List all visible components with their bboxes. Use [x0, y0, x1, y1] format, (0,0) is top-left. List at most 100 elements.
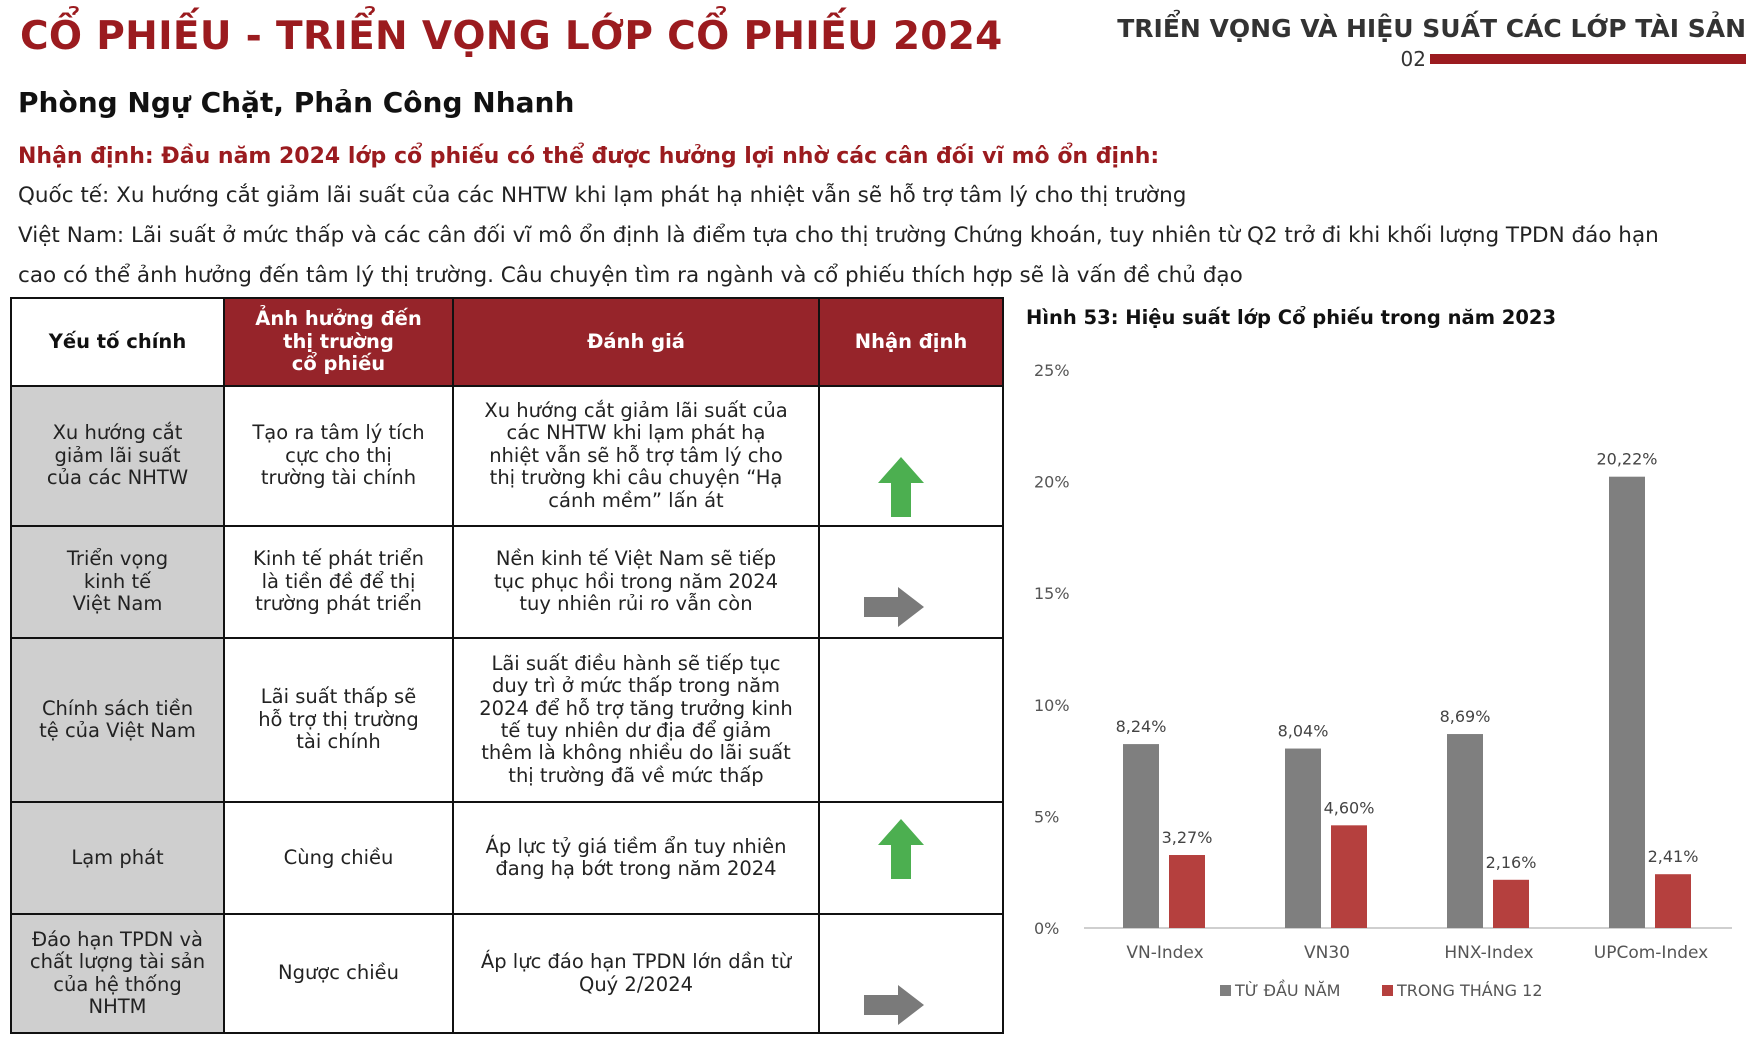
bar-ytd: [1447, 734, 1483, 928]
x-tick-label: UPCom-Index: [1594, 943, 1708, 963]
paragraph-vietnam-line-2: cao có thể ảnh hưởng đến tâm lý thị trườ…: [18, 263, 1243, 288]
factor-table: Yếu tố chính Ảnh hưởng đến thị trường cổ…: [10, 297, 1004, 1034]
section-header: TRIỂN VỌNG VÀ HIỆU SUẤT CÁC LỚP TÀI SẢN …: [1117, 14, 1746, 71]
cell-line: Áp lực tỷ giá tiềm ẩn tuy nhiên: [485, 834, 787, 858]
header-line: thị trường: [283, 329, 394, 353]
bar-ytd: [1609, 476, 1645, 928]
cell-line: tế tuy nhiên dư địa để giảm: [500, 719, 772, 742]
cell-line: thị trường đã về mức thấp: [508, 763, 764, 787]
right-arrow-icon: [864, 985, 924, 1025]
cell-line: Tạo ra tâm lý tích: [252, 421, 425, 445]
cell-line: Chính sách tiền: [41, 696, 194, 720]
cell-line: kinh tế: [83, 569, 152, 593]
impact-cell: Kinh tế phát triển là tiền đề để thị trườn…: [223, 525, 454, 639]
view-cell: [818, 913, 1004, 1034]
data-label: 20,22%: [1596, 450, 1657, 469]
cell-line: hỗ trợ thị trường: [258, 707, 419, 731]
section-accent-bar: [1430, 54, 1746, 64]
cell-line: cánh mềm” lấn át: [548, 488, 724, 512]
cell-line: Cùng chiều: [283, 845, 394, 869]
bar-december: [1331, 825, 1367, 928]
up-arrow-icon: [878, 819, 924, 879]
cell-line: 2024 để hỗ trợ tăng trưởng kinh: [479, 696, 793, 720]
y-tick-label: 20%: [1034, 473, 1070, 492]
data-label: 2,41%: [1648, 847, 1699, 866]
paragraph-international: Quốc tế: Xu hướng cắt giảm lãi suất của …: [18, 183, 1187, 208]
legend-label: TRONG THÁNG 12: [1396, 981, 1543, 1000]
evaluation-cell: Xu hướng cắt giảm lãi suất của các NHTW k…: [452, 385, 820, 527]
impact-cell: Lãi suất thấp sẽ hỗ trợ thị trường tài chí…: [223, 637, 454, 803]
x-tick-label: HNX-Index: [1444, 943, 1533, 963]
cell-line: cực cho thị: [285, 443, 392, 467]
assessment-heading: Nhận định: Đầu năm 2024 lớp cổ phiếu có …: [18, 144, 1160, 169]
right-arrow-icon: [864, 587, 924, 627]
bar-ytd: [1123, 744, 1159, 928]
view-cell: [818, 525, 1004, 639]
data-label: 8,24%: [1116, 717, 1167, 736]
cell-line: Áp lực đáo hạn TPDN lớn dần từ: [480, 950, 792, 974]
data-label: 8,04%: [1278, 722, 1329, 741]
legend-swatch: [1382, 985, 1393, 996]
cell-line: của các NHTW: [46, 466, 189, 490]
cell-line: đang hạ bớt trong năm 2024: [495, 857, 777, 880]
cell-line: Lãi suất điều hành sẽ tiếp tục: [491, 651, 781, 675]
cell-line: Lạm phát: [71, 845, 164, 869]
cell-line: tài chính: [296, 730, 381, 754]
factor-cell: Xu hướng cắt giảm lãi suất của các NHTW: [10, 385, 225, 527]
column-header-impact: Ảnh hưởng đến thị trường cổ phiếu: [223, 297, 454, 387]
cell-line: giảm lãi suất: [54, 443, 181, 467]
evaluation-cell: Lãi suất điều hành sẽ tiếp tục duy trì ở …: [452, 637, 820, 803]
evaluation-cell: Áp lực tỷ giá tiềm ẩn tuy nhiên đang hạ b…: [452, 801, 820, 915]
cell-line: Ngược chiều: [277, 961, 400, 985]
cell-line: của hệ thống: [53, 972, 182, 996]
page-subtitle: Phòng Ngự Chặt, Phản Công Nhanh: [18, 86, 575, 119]
paragraph-vietnam-line-1: Việt Nam: Lãi suất ở mức thấp và các cân…: [18, 223, 1659, 248]
legend-swatch: [1220, 985, 1231, 996]
factor-cell: Đáo hạn TPDN và chất lượng tài sản của hệ …: [10, 913, 225, 1034]
cell-line: NHTM: [88, 994, 147, 1018]
view-cell: [818, 385, 1004, 527]
cell-line: thêm là không nhiều do lãi suất: [481, 741, 791, 765]
performance-bar-chart: 0% 5% 10% 15% 20% 25% 8,24% 3,27% VN-Index 8,04% 4…: [1034, 361, 1732, 1000]
data-label: 3,27%: [1162, 828, 1213, 847]
table-row: Đáo hạn TPDN và chất lượng tài sản của hệ …: [10, 913, 1004, 1034]
cell-line: trường tài chính: [260, 466, 417, 490]
y-tick-label: 5%: [1034, 807, 1059, 826]
factor-cell: Chính sách tiền tệ của Việt Nam: [10, 637, 225, 803]
column-header-evaluation: Đánh giá: [452, 297, 820, 387]
table-row: Chính sách tiền tệ của Việt Nam Lãi suất t…: [10, 637, 1004, 803]
table-header-row: Yếu tố chính Ảnh hưởng đến thị trường cổ…: [10, 297, 1004, 387]
cell-line: Kinh tế phát triển: [253, 547, 424, 571]
y-tick-label: 10%: [1034, 696, 1070, 715]
header-line: Ảnh hưởng đến: [255, 307, 422, 331]
y-tick-label: 0%: [1034, 919, 1059, 938]
cell-line: tệ của Việt Nam: [39, 719, 196, 742]
data-label: 2,16%: [1486, 853, 1537, 872]
x-tick-label: VN-Index: [1126, 943, 1203, 963]
chart-title: Hình 53: Hiệu suất lớp Cổ phiếu trong nă…: [1026, 306, 1557, 329]
cell-line: Đáo hạn TPDN và: [31, 927, 203, 951]
cell-line: các NHTW khi lạm phát hạ: [506, 421, 766, 445]
y-tick-label: 25%: [1034, 361, 1070, 380]
section-title: TRIỂN VỌNG VÀ HIỆU SUẤT CÁC LỚP TÀI SẢN: [1117, 14, 1746, 43]
cell-line: tuy nhiên rủi ro vẫn còn: [519, 592, 753, 616]
data-label: 4,60%: [1324, 798, 1375, 817]
cell-line: Lãi suất thấp sẽ: [260, 685, 417, 709]
section-number: 02: [1400, 47, 1426, 71]
factor-cell: Triển vọng kinh tế Việt Nam: [10, 525, 225, 639]
bar-december: [1655, 874, 1691, 928]
bar-ytd: [1285, 748, 1321, 928]
cell-line: chất lượng tài sản: [29, 950, 206, 974]
cell-line: nhiệt vẫn sẽ hỗ trợ tâm lý cho: [489, 443, 783, 467]
impact-cell: Cùng chiều: [223, 801, 454, 915]
impact-cell: Tạo ra tâm lý tích cực cho thị trường tài …: [223, 385, 454, 527]
cell-line: Xu hướng cắt: [52, 421, 183, 445]
impact-cell: Ngược chiều: [223, 913, 454, 1034]
page-title: CỔ PHIẾU - TRIỂN VỌNG LỚP CỔ PHIẾU 2024: [20, 14, 1003, 59]
column-header-view: Nhận định: [818, 297, 1004, 387]
table-row: Lạm phát Cùng chiều Áp lực tỷ giá tiềm ẩn …: [10, 801, 1004, 915]
cell-line: Việt Nam: [72, 592, 163, 616]
cell-line: Xu hướng cắt giảm lãi suất của: [484, 398, 788, 422]
factor-cell: Lạm phát: [10, 801, 225, 915]
cell-line: tục phục hồi trong năm 2024: [493, 569, 779, 593]
